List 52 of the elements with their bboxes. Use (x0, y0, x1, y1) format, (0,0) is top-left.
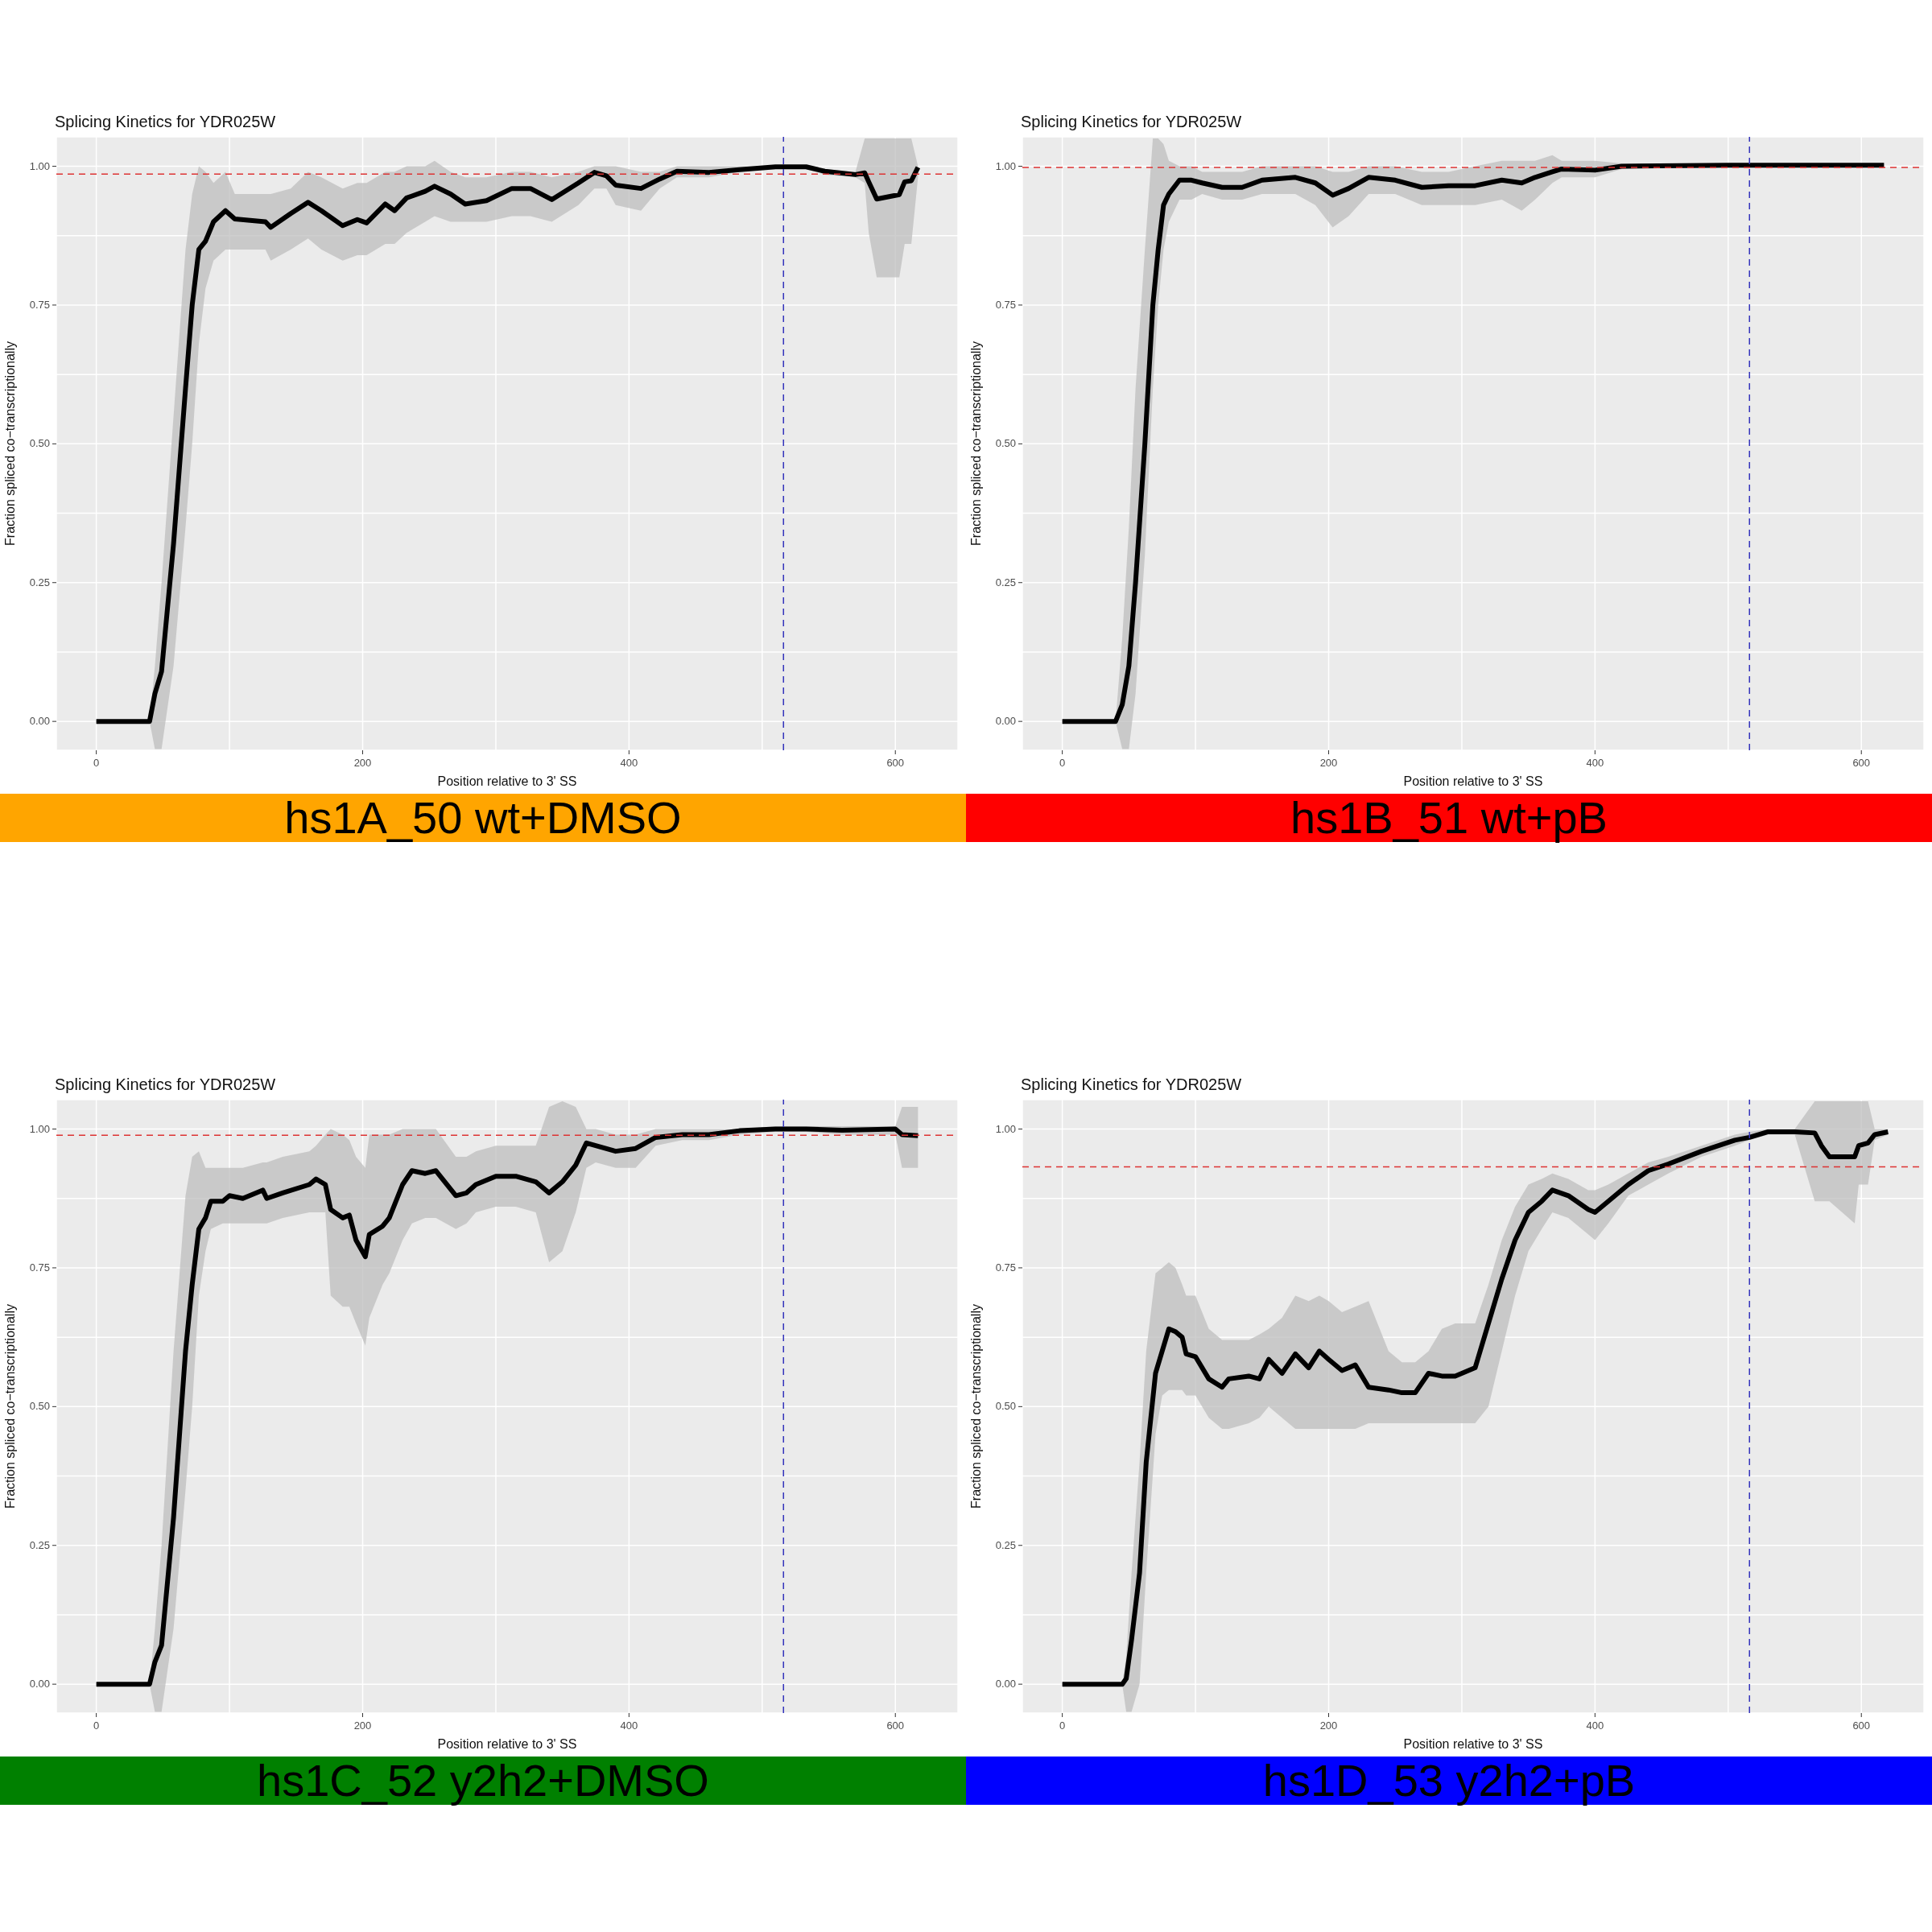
y-tick-label: 0.00 (29, 1678, 50, 1690)
x-axis-title: Position relative to 3' SS (1403, 774, 1543, 788)
y-tick-label: 0.00 (995, 1678, 1016, 1690)
y-tick-label: 0.75 (995, 1261, 1016, 1274)
x-axis-title: Position relative to 3' SS (437, 1737, 577, 1751)
y-tick-label: 0.75 (995, 298, 1016, 311)
x-tick-label: 200 (353, 1719, 372, 1732)
x-tick-label: 200 (353, 757, 372, 769)
chart-title: Splicing Kinetics for YDR025W (55, 113, 277, 132)
x-tick-label: 200 (1319, 1719, 1338, 1732)
y-tick-label: 0.00 (995, 715, 1016, 728)
y-axis-title: Fraction spliced co−transcriptionally (2, 1304, 17, 1509)
x-tick-label: 400 (1586, 1719, 1604, 1732)
sample-strip: hs1D_53 y2h2+pB (966, 1757, 1932, 1805)
sample-strip: hs1C_52 y2h2+DMSO (0, 1757, 966, 1805)
x-tick-label: 0 (1059, 1719, 1066, 1732)
y-tick-label: 1.00 (29, 1122, 50, 1135)
chart-title: Splicing Kinetics for YDR025W (55, 1075, 277, 1095)
x-tick-label: 0 (1059, 757, 1066, 769)
sample-strip: hs1B_51 wt+pB (966, 794, 1932, 842)
y-tick-label: 0.50 (995, 1400, 1016, 1413)
y-tick-label: 1.00 (995, 1122, 1016, 1135)
sample-strip: hs1A_50 wt+DMSO (0, 794, 966, 842)
y-tick-label: 0.75 (29, 298, 50, 311)
x-tick-label: 600 (886, 757, 905, 769)
x-tick-label: 600 (1852, 757, 1871, 769)
y-axis-title: Fraction spliced co−transcriptionally (2, 341, 17, 546)
y-tick-label: 0.25 (995, 1538, 1016, 1551)
chart-title: Splicing Kinetics for YDR025W (1021, 113, 1243, 132)
x-tick-label: 0 (93, 757, 100, 769)
x-tick-label: 400 (620, 1719, 638, 1732)
x-tick-label: 400 (620, 757, 638, 769)
y-tick-label: 0.25 (29, 1538, 50, 1551)
x-tick-label: 0 (93, 1719, 100, 1732)
y-tick-label: 0.25 (29, 576, 50, 588)
y-tick-label: 1.00 (29, 159, 50, 172)
x-tick-label: 200 (1319, 757, 1338, 769)
y-tick-label: 0.50 (995, 437, 1016, 450)
x-axis-title: Position relative to 3' SS (1403, 1737, 1543, 1751)
y-tick-label: 0.50 (29, 1400, 50, 1413)
y-axis-title: Fraction spliced co−transcriptionally (968, 1304, 983, 1509)
y-axis-title: Fraction spliced co−transcriptionally (968, 341, 983, 546)
x-tick-label: 400 (1586, 757, 1604, 769)
chart-title: Splicing Kinetics for YDR025W (1021, 1075, 1243, 1095)
y-tick-label: 0.75 (29, 1261, 50, 1274)
y-tick-label: 0.00 (29, 715, 50, 728)
y-tick-label: 1.00 (995, 159, 1016, 172)
y-tick-label: 0.50 (29, 437, 50, 450)
x-axis-title: Position relative to 3' SS (437, 774, 577, 788)
x-tick-label: 600 (886, 1719, 905, 1732)
y-tick-label: 0.25 (995, 576, 1016, 588)
x-tick-label: 600 (1852, 1719, 1871, 1732)
